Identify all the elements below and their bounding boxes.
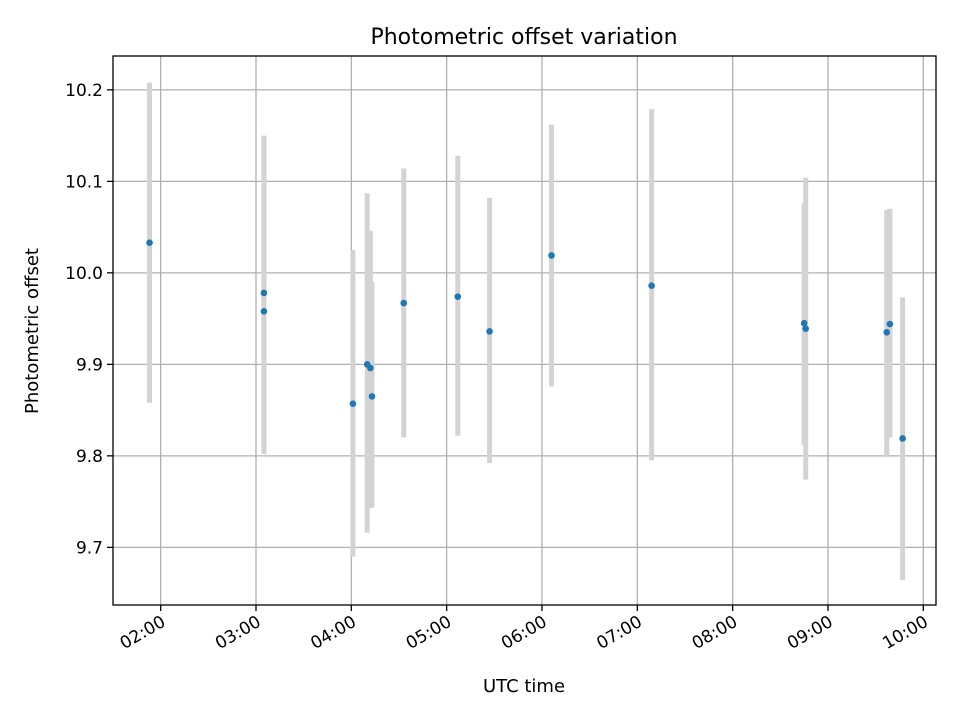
data-point [486, 328, 493, 335]
chart-title: Photometric offset variation [370, 25, 677, 50]
data-point [367, 364, 374, 372]
plot-frame [112, 55, 937, 606]
data-point [883, 329, 891, 336]
data-point [802, 325, 810, 332]
data-point [800, 319, 808, 327]
data-point [548, 252, 555, 259]
data-point [648, 282, 655, 289]
data-point [454, 293, 462, 300]
y-axis-ticks: 9.7 9.8 9.9 10.0 10.1 10.2 [65, 81, 113, 558]
grid-lines [113, 56, 936, 605]
data-point [899, 435, 906, 442]
data-point [886, 320, 894, 328]
data-point [260, 289, 268, 297]
data-point [146, 239, 153, 246]
y-tick-label: 10.1 [65, 172, 103, 192]
y-tick-label: 9.7 [76, 538, 103, 558]
data-point [260, 307, 268, 315]
y-tick-label: 10.0 [65, 264, 103, 284]
data-point [368, 393, 376, 400]
y-tick-label: 9.9 [76, 355, 103, 375]
data-point [349, 400, 357, 408]
y-tick-label: 9.8 [76, 447, 103, 467]
x-axis-label: UTC time [483, 676, 565, 697]
data-point [400, 299, 408, 307]
y-tick-label: 10.2 [65, 81, 103, 101]
data-points [146, 239, 906, 442]
y-axis-label: Photometric offset [22, 248, 43, 414]
